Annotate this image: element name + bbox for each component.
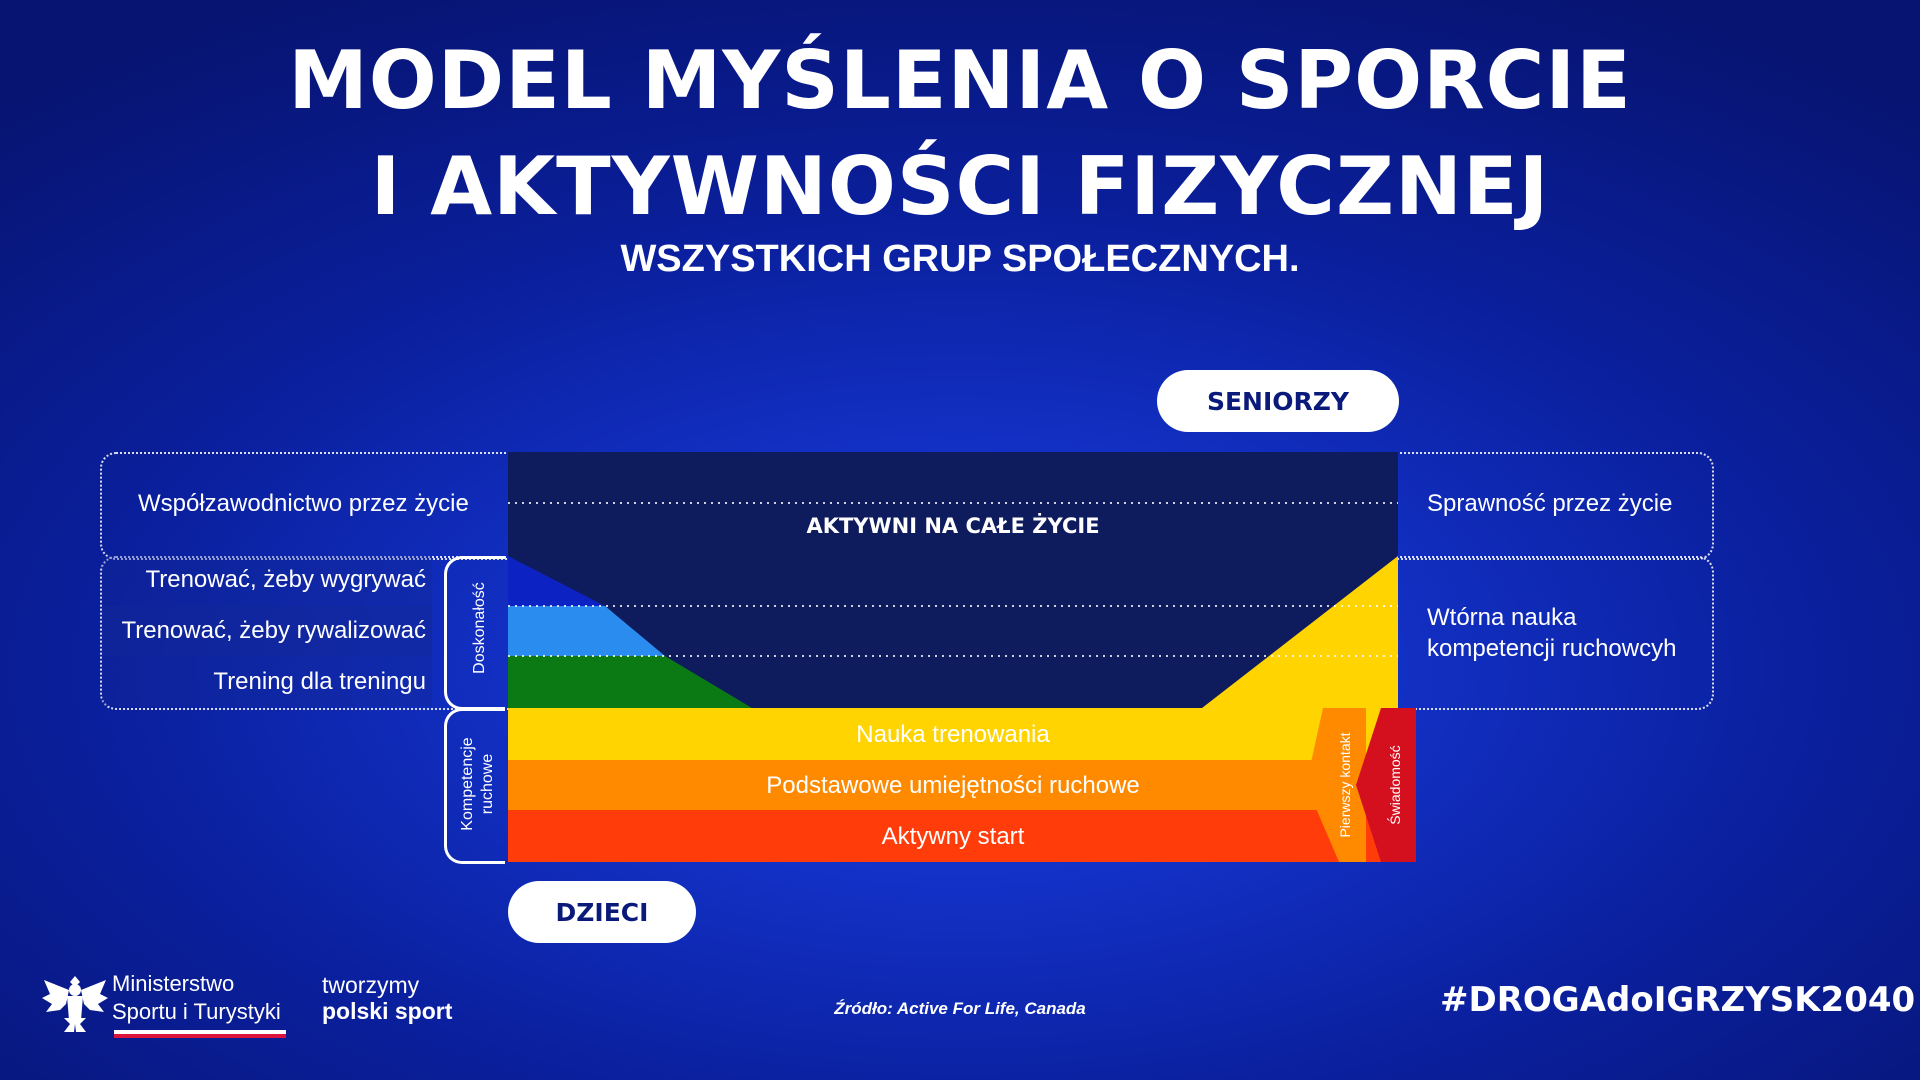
learn-to-train-band <box>508 708 1413 760</box>
flag-stripe-red <box>114 1034 286 1038</box>
relearning-area <box>1202 556 1398 708</box>
relearning-label: Wtórna nauka kompetencji ruchowcyh <box>1427 602 1676 664</box>
page-title: MODEL MYŚLENIA O SPORCIE I AKTYWNOŚCI FI… <box>0 28 1920 240</box>
flag-stripe-white <box>114 1030 286 1034</box>
awareness-band <box>1356 708 1416 862</box>
train-to-train-area <box>508 656 752 708</box>
eagle-emblem-icon <box>42 976 108 1032</box>
campaign-hashtag: #DROGAdoIGRZYSK2040 <box>1440 980 1916 1020</box>
source-note: Źródło: Active For Life, Canada <box>834 999 1086 1018</box>
train-to-win-label-bg <box>102 556 432 606</box>
slogan-line-1: tworzymy <box>322 972 420 998</box>
relearning-label-line-2: kompetencji ruchowcyh <box>1427 635 1677 662</box>
ministry-line-2: Sportu i Turystyki <box>112 999 281 1024</box>
first-contact-label: Pierwszy kontakt <box>1337 732 1353 838</box>
page-subtitle: WSZYSTKICH GRUP SPOŁECZNYCH. <box>620 238 1300 280</box>
train-to-compete-label-bg <box>102 606 432 656</box>
learn-to-train-label: Nauka trenowania <box>856 721 1050 748</box>
train-to-compete-label: Trenować, żeby rywalizować <box>121 617 426 644</box>
motor-competence-bracket <box>444 708 505 864</box>
title-line-1: MODEL MYŚLENIA O SPORCIE <box>288 34 1632 127</box>
fundamentals-band <box>508 760 1413 810</box>
relearning-label-line-1: Wtórna nauka <box>1427 604 1577 631</box>
motor-competence-bracket-label: Kompetencje ruchowe <box>458 704 498 864</box>
slogan-logo: tworzymy polski sport <box>322 972 452 1024</box>
excellence-bracket-label: Doskonałość <box>471 582 488 674</box>
awareness-label: Świadomość <box>1387 745 1403 825</box>
title-line-2: I AKTYWNOŚCI FIZYCZNEJ <box>370 140 1550 233</box>
fitness-label: Sprawność przez życie <box>1427 490 1673 517</box>
active-start-band <box>508 810 1413 862</box>
ministry-line-1: Ministerstwo <box>112 971 235 996</box>
active-start-label: Aktywny start <box>881 823 1025 850</box>
first-contact-band <box>1306 708 1366 862</box>
competition-label: Współzawodnictwo przez życie <box>138 490 469 517</box>
fundamentals-label: Podstawowe umiejętności ruchowe <box>766 772 1140 799</box>
train-to-win-label: Trenować, żeby wygrywać <box>145 566 426 593</box>
lifelong-band-label: AKTYWNI NA CAŁE ŻYCIE <box>806 514 1100 538</box>
train-to-train-label: Trening dla treningu <box>213 668 426 695</box>
slogan-line-2: polski sport <box>322 998 453 1024</box>
train-to-train-label-bg <box>102 656 432 706</box>
children-pill: DZIECI <box>508 881 696 943</box>
seniors-pill: SENIORZY <box>1157 370 1399 432</box>
train-to-win-area <box>508 556 605 606</box>
ministry-logo-text: Ministerstwo Sportu i Turystyki <box>112 970 281 1026</box>
motor-competence-line-1: Kompetencje <box>459 737 476 831</box>
train-to-compete-area <box>508 606 665 656</box>
motor-competence-line-2: ruchowe <box>479 753 496 815</box>
